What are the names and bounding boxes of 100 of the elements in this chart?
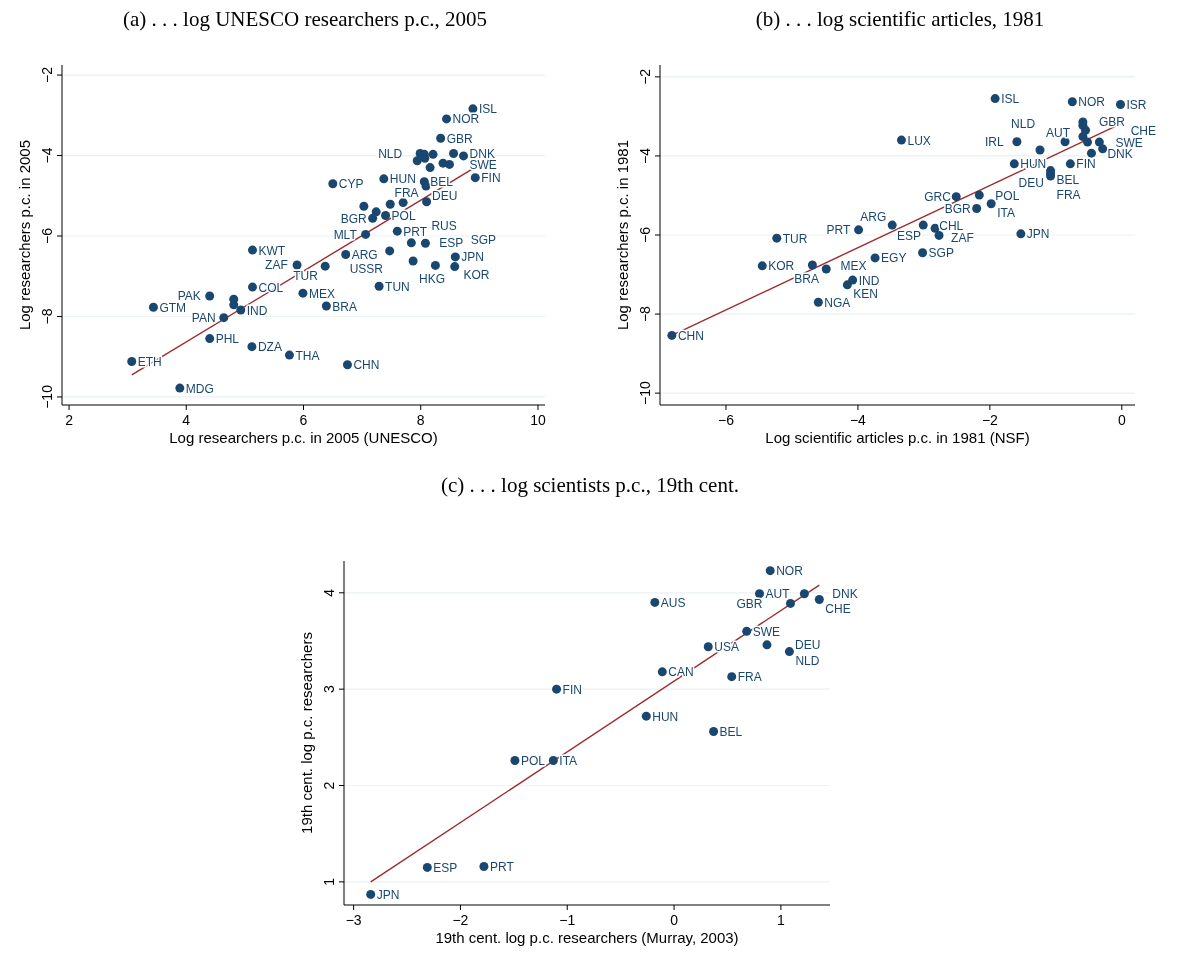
annotation: SWE [469, 158, 497, 173]
point [1012, 137, 1022, 147]
point [366, 889, 376, 899]
annotation: MDG [185, 381, 214, 396]
annotation: DNK [832, 587, 858, 602]
annotation: KWT [258, 243, 286, 258]
point [442, 114, 452, 124]
annotation: ZAF [951, 230, 974, 245]
x-tick-label: 0 [1117, 412, 1126, 428]
point [762, 640, 772, 650]
y-tick-label: 2 [321, 781, 337, 790]
point [951, 192, 961, 202]
point [709, 727, 719, 737]
annotation: POL [520, 753, 546, 768]
annotation: DEU [1018, 176, 1044, 191]
point [785, 598, 795, 608]
y-tick-label: −10 [637, 381, 653, 406]
point [175, 383, 185, 393]
x-tick-label: −3 [345, 912, 362, 928]
point [974, 190, 984, 200]
annotation: CHN [677, 328, 704, 343]
point [321, 301, 331, 311]
annotation: LUX [907, 133, 931, 148]
point [385, 199, 395, 209]
point [359, 201, 369, 211]
point [784, 647, 794, 657]
x-tick-label: 0 [670, 912, 679, 928]
annotation: PRT [826, 223, 852, 238]
point [986, 199, 996, 209]
y-tick-label: −2 [637, 68, 653, 85]
point [422, 197, 432, 207]
annotation: ISR [1126, 98, 1147, 113]
annotation: USSR [349, 262, 384, 277]
point [548, 755, 558, 765]
annotation: ARG [351, 248, 378, 263]
point [1086, 148, 1096, 158]
point [450, 262, 460, 272]
annotation: EGY [881, 251, 907, 266]
annotation: DZA [257, 340, 282, 355]
point [298, 288, 308, 298]
annotation: POL [995, 188, 1020, 203]
point [510, 755, 520, 765]
annotation: BGR [340, 211, 368, 226]
annotation: ITA [559, 753, 578, 768]
y-tick-label: −6 [637, 226, 653, 243]
point [449, 149, 459, 159]
point [813, 297, 823, 307]
annotation: DEU [794, 638, 821, 653]
point [374, 281, 384, 291]
y-tick-label: −8 [637, 305, 653, 323]
annotation: JPN [461, 250, 484, 265]
annotation: BEL [430, 175, 454, 190]
annotation: DEU [432, 188, 458, 203]
point [552, 684, 562, 694]
x-tick-label: 10 [530, 412, 546, 428]
point [420, 238, 430, 248]
annotation: FIN [481, 171, 501, 186]
point [1115, 100, 1125, 110]
point [247, 342, 257, 352]
point [814, 595, 824, 605]
point [385, 246, 395, 256]
annotation: CYP [338, 177, 364, 192]
annotation: JPN [376, 887, 400, 902]
point [757, 261, 767, 271]
y-tick-label: −6 [39, 227, 55, 244]
annotation: GRC [924, 190, 952, 205]
x-axis-title: 19th cent. log p.c. researchers (Murray, 2003) [435, 929, 739, 946]
annotation: HUN [652, 709, 679, 724]
annotation: MEX [840, 258, 867, 273]
annotation: MLT [333, 227, 358, 242]
point [887, 220, 897, 230]
annotation: TUR [293, 268, 319, 283]
point [479, 861, 489, 871]
x-tick-label: 2 [65, 412, 74, 428]
chart-title: (b) . . . log scientific articles, 1981 [755, 7, 1045, 31]
annotation: ESP [897, 228, 922, 243]
annotation: IND [246, 303, 268, 318]
chart-title: (a) . . . log UNESCO researchers p.c., 2005 [123, 7, 487, 31]
x-axis-title: Log researchers p.c. in 2005 (UNESCO) [169, 429, 438, 446]
annotation: NOR [1078, 95, 1106, 110]
x-tick-label: 6 [299, 412, 308, 428]
annotation: CHE [825, 602, 851, 617]
point [1065, 159, 1075, 169]
annotation: SGP [470, 233, 497, 248]
point [229, 300, 239, 310]
point [934, 230, 944, 240]
x-tick-label: 4 [182, 412, 191, 428]
annotation: JPN [1026, 227, 1050, 242]
annotation: BRA [794, 271, 819, 286]
annotation: PHL [215, 332, 240, 347]
annotation: CHN [353, 358, 380, 373]
annotation: ARG [860, 209, 887, 224]
point [799, 589, 809, 599]
point [470, 173, 480, 183]
point [328, 179, 338, 189]
y-axis-title: 19th cent. log p.c. researchers [298, 632, 315, 834]
annotation: IRL [984, 135, 1004, 150]
point [765, 566, 775, 576]
point [1016, 229, 1026, 239]
point [972, 204, 982, 214]
